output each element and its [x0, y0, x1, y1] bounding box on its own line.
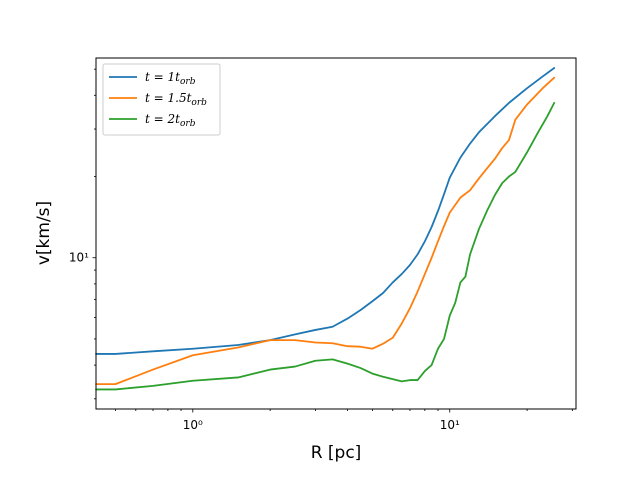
series-line-2 — [95, 76, 556, 386]
x-tick-label: 10¹ — [440, 418, 460, 432]
legend-frame — [102, 63, 221, 136]
x-axis-label: R [pc] — [311, 443, 362, 463]
x-axis: 10⁰ 10¹ — [115, 409, 573, 432]
y-axis: 10¹ — [69, 68, 96, 400]
y-tick-label: 10¹ — [69, 251, 89, 265]
plot-area-frame — [95, 57, 577, 410]
series-line-3 — [95, 101, 556, 391]
y-axis-label: v[km/s] — [34, 201, 54, 265]
series-layer — [95, 67, 556, 391]
x-tick-label: 10⁰ — [183, 418, 203, 432]
